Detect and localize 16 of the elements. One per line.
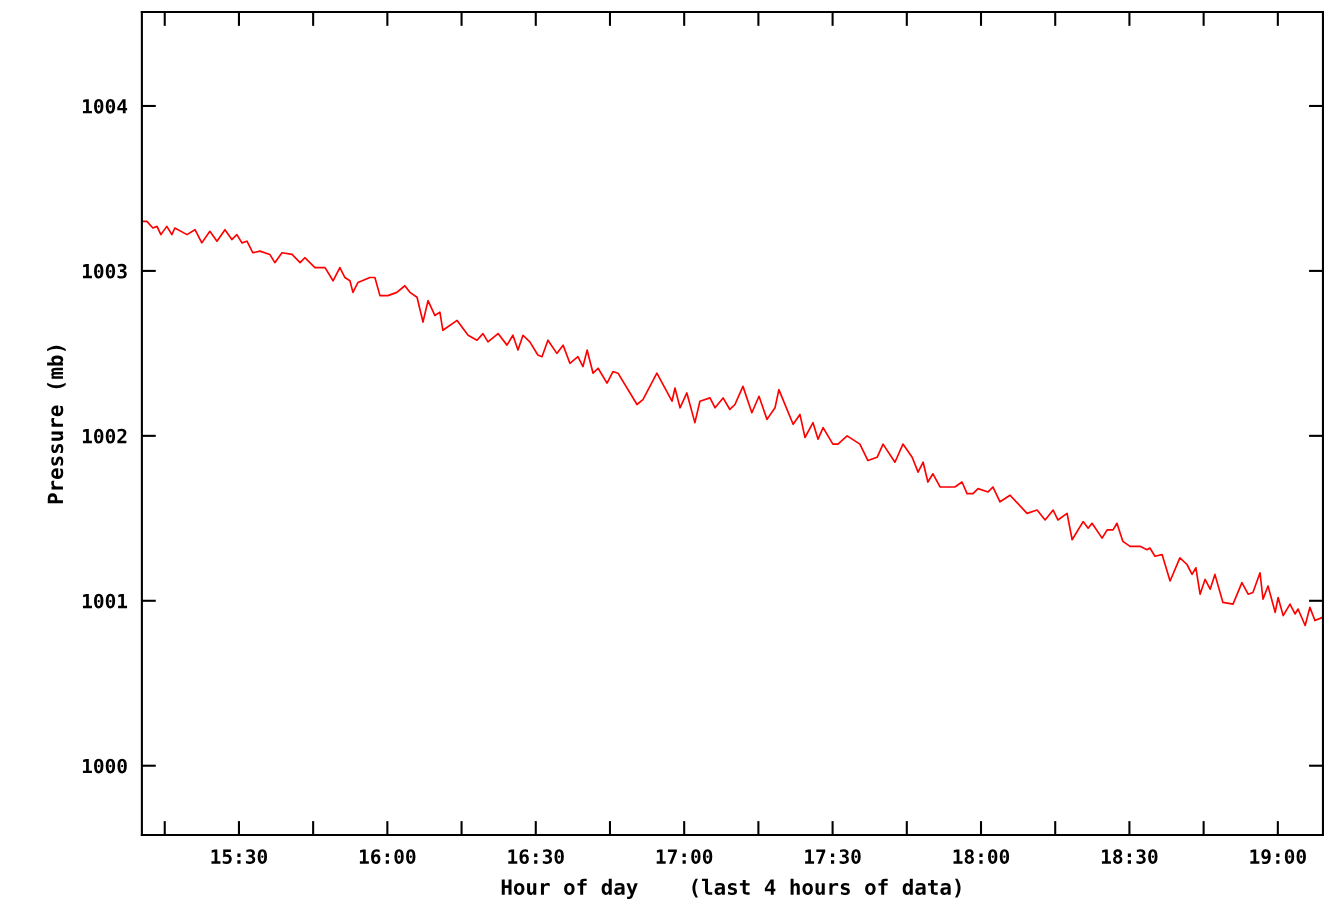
x-tick-label: 18:30 [1101, 849, 1158, 864]
y-axis-title: Pressure (mb) [47, 345, 66, 504]
y-tick-label: 1002 [82, 428, 127, 444]
x-tick-label: 17:30 [805, 849, 861, 864]
x-tick-label: 19:00 [1250, 849, 1306, 865]
line-series [141, 220, 1323, 627]
x-tick-label: 18:00 [953, 849, 1010, 864]
x-axis-title: Hour of day (last 4 hours of data) [501, 878, 961, 899]
y-tick-label: 1001 [82, 593, 128, 609]
y-tick-label: 1003 [82, 263, 127, 279]
x-tick-label: 17:00 [656, 849, 713, 864]
y-tick-label: 1004 [82, 98, 128, 114]
x-tick-label: 15:30 [211, 849, 268, 864]
x-tick-label: 16:00 [359, 849, 416, 864]
x-tick-label: 16:30 [508, 849, 564, 864]
y-tick-label: 1000 [82, 758, 127, 774]
